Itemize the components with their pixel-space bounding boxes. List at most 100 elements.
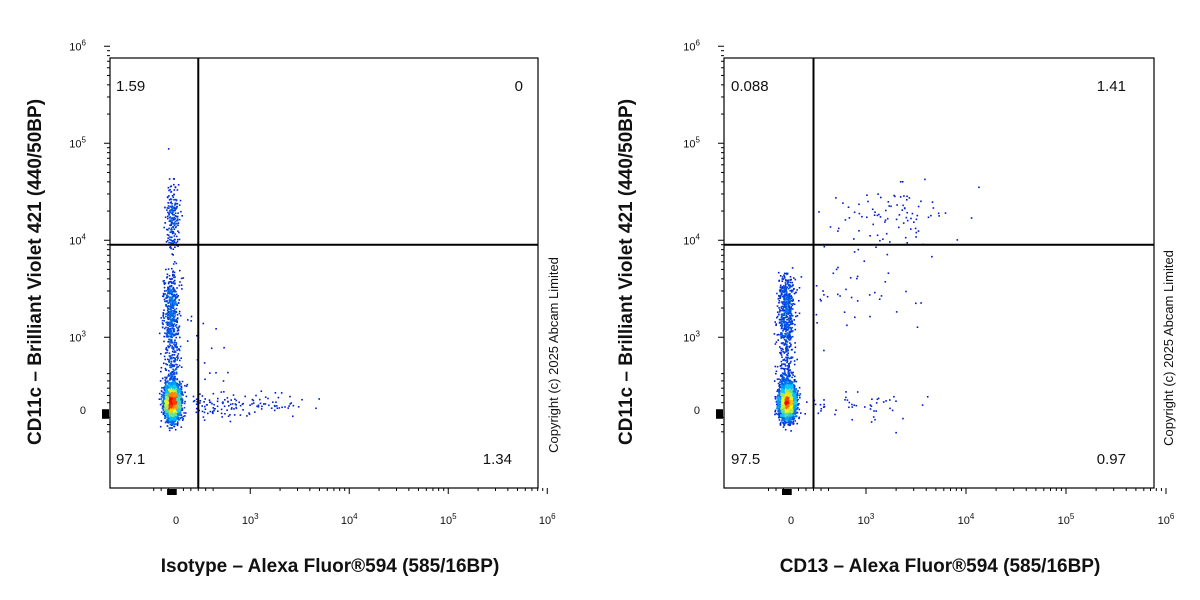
event-dot (167, 311, 170, 313)
event-dot (167, 196, 169, 199)
event-dot (178, 325, 181, 327)
event-dot (168, 296, 171, 299)
event-dot (166, 420, 169, 422)
event-dot (176, 382, 179, 385)
event-dot (174, 218, 177, 220)
event-dot (172, 222, 175, 225)
event-dot (166, 410, 169, 413)
event-dot (172, 301, 174, 303)
event-dot (173, 400, 176, 403)
event-dot (204, 408, 207, 410)
event-dot (174, 309, 176, 311)
event-dot (179, 199, 182, 202)
event-dot (166, 402, 169, 405)
event-dot (177, 184, 180, 186)
event-dot (170, 228, 172, 231)
event-dot (163, 286, 166, 289)
event-dot (174, 209, 176, 212)
event-dot (169, 401, 171, 403)
event-dot (167, 308, 170, 310)
event-dot (164, 400, 166, 403)
event-dot (160, 317, 162, 319)
event-dot (178, 348, 180, 351)
event-dot (171, 210, 174, 213)
event-dots (158, 148, 320, 432)
event-dot (176, 389, 179, 391)
event-dot (171, 378, 173, 381)
event-dot (166, 331, 169, 334)
event-dot (176, 364, 178, 366)
event-dot (173, 425, 176, 428)
event-dot (176, 384, 178, 387)
event-dot (179, 345, 182, 348)
event-dot (171, 294, 174, 296)
event-dot (172, 299, 174, 302)
event-dot (163, 298, 166, 301)
event-dot (181, 288, 183, 290)
event-dot (169, 316, 172, 318)
event-dot (173, 224, 176, 227)
event-dot (164, 386, 167, 389)
event-dot (165, 348, 167, 350)
event-dot (165, 415, 167, 417)
event-dot (164, 407, 166, 410)
event-dot (174, 350, 176, 352)
event-dot (179, 412, 182, 414)
event-dot (164, 222, 166, 224)
event-dot (170, 388, 173, 390)
event-dot (165, 369, 167, 371)
event-dot (166, 312, 169, 314)
event-dot (168, 281, 171, 283)
event-dot (169, 327, 172, 330)
event-dot (182, 277, 185, 279)
event-dot (175, 372, 178, 375)
event-dot (169, 418, 172, 420)
event-dot (166, 273, 169, 276)
event-dot (175, 290, 177, 293)
event-dot (172, 270, 174, 272)
event-dot (165, 321, 167, 324)
event-dot (173, 216, 176, 219)
event-dot (171, 363, 173, 366)
event-dot (163, 283, 166, 285)
event-dot (172, 368, 174, 371)
event-dot (173, 351, 175, 354)
event-dot (171, 398, 173, 401)
event-dot (175, 408, 177, 410)
event-dot (162, 312, 165, 314)
event-dot (175, 416, 177, 418)
event-dot (168, 383, 171, 386)
event-dot (169, 390, 172, 392)
event-dot (172, 329, 175, 332)
event-dot (173, 423, 176, 426)
event-dot (177, 230, 179, 232)
event-dot (178, 399, 181, 402)
event-dot (162, 314, 164, 317)
event-dot (172, 271, 174, 273)
event-dot (174, 276, 176, 278)
event-dot (164, 382, 166, 384)
event-dot (158, 398, 161, 400)
event-dot (175, 242, 177, 244)
event-dot (178, 299, 180, 301)
event-dot (168, 388, 170, 391)
event-dot (168, 346, 170, 349)
event-dot (172, 307, 175, 309)
event-dot (181, 215, 183, 217)
event-dot (178, 238, 181, 241)
event-dot (167, 382, 170, 384)
event-dot (169, 415, 171, 417)
event-dot (180, 357, 182, 359)
event-dot (169, 410, 171, 412)
event-dot (166, 309, 169, 312)
event-dot (166, 400, 169, 402)
event-dot (170, 366, 173, 369)
event-dot (168, 289, 171, 292)
event-dot (166, 381, 168, 383)
event-dot (162, 394, 164, 396)
event-dot (165, 335, 168, 338)
event-dot (179, 400, 182, 403)
event-dot (161, 402, 163, 405)
event-dot (180, 398, 182, 400)
event-dot (177, 404, 180, 407)
